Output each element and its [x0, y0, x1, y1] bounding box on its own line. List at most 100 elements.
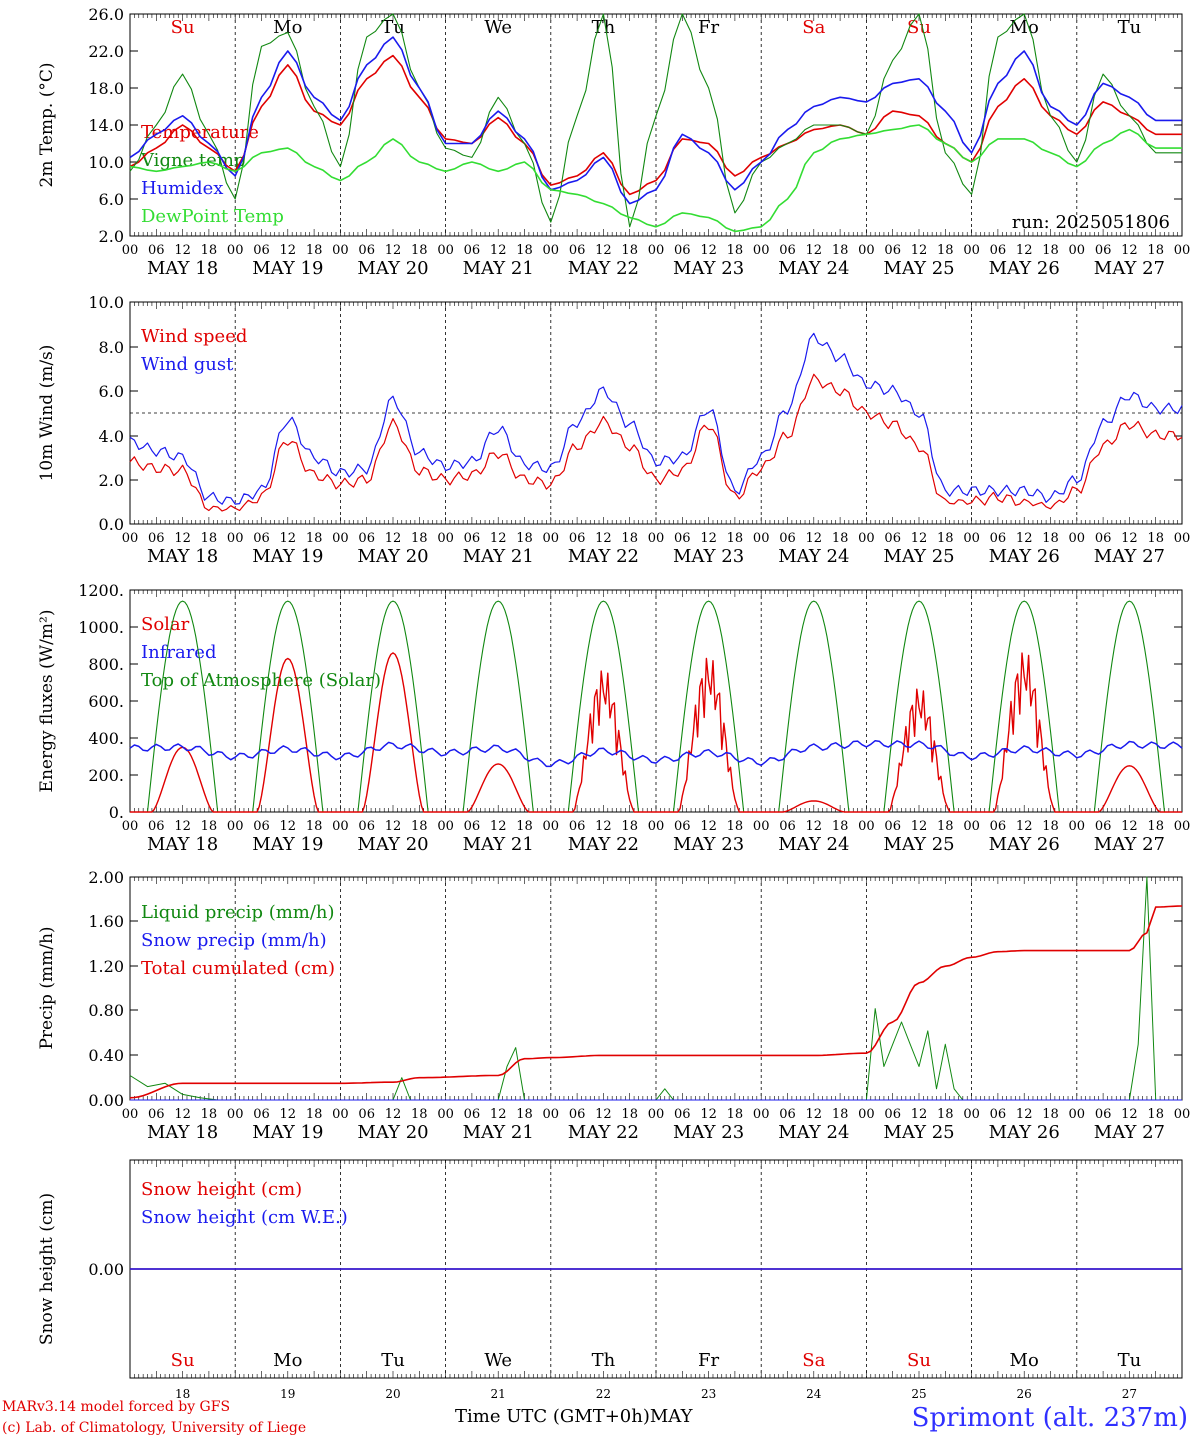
- hour-label: 00: [1174, 243, 1191, 258]
- y-tick-label: 1.20: [88, 957, 124, 976]
- y-axis-label: Energy fluxes (W/m²): [37, 610, 57, 793]
- hour-label: 12: [280, 1107, 297, 1122]
- weekday-label: Tu: [381, 1350, 405, 1371]
- hour-label: 18: [201, 531, 218, 546]
- hour-label: 06: [674, 531, 691, 546]
- hour-label: 12: [595, 819, 612, 834]
- day-number: 25: [911, 1387, 926, 1401]
- hour-label: 00: [332, 243, 349, 258]
- hour-label: 00: [963, 819, 980, 834]
- credit-line-1: MARv3.14 model forced by GFS: [2, 1399, 231, 1415]
- hour-label: 06: [464, 531, 481, 546]
- hour-label: 00: [437, 243, 454, 258]
- hour-label: 00: [858, 531, 875, 546]
- y-tick-label: 600.: [88, 692, 124, 711]
- hour-label: 12: [911, 1107, 928, 1122]
- hour-label: 00: [1174, 1107, 1191, 1122]
- hour-label: 06: [253, 243, 270, 258]
- y-tick-label: 10.0: [88, 153, 124, 172]
- hour-label: 12: [1016, 819, 1033, 834]
- hour-label: 12: [1121, 1107, 1138, 1122]
- hour-label: 00: [227, 531, 244, 546]
- date-label: MAY 22: [568, 834, 639, 855]
- date-label: MAY 25: [883, 258, 954, 279]
- hour-label: 12: [385, 531, 402, 546]
- hour-label: 06: [148, 819, 165, 834]
- y-tick-label: 1000.: [78, 618, 124, 637]
- legend-entry: Wind speed: [141, 326, 247, 347]
- hour-label: 06: [884, 531, 901, 546]
- weekday-label: Mo: [1010, 1350, 1039, 1371]
- hour-label: 00: [332, 531, 349, 546]
- y-axis-label: 2m Temp. (°C): [37, 62, 57, 187]
- hour-label: 18: [1147, 1107, 1164, 1122]
- hour-label: 12: [174, 819, 191, 834]
- hour-label: 12: [700, 1107, 717, 1122]
- date-label: MAY 27: [1094, 1122, 1165, 1143]
- hour-label: 00: [963, 243, 980, 258]
- hour-label: 00: [1069, 819, 1086, 834]
- hour-label: 06: [253, 1107, 270, 1122]
- weekday-label: Sa: [802, 17, 825, 38]
- series-humidex: [129, 36, 1182, 205]
- legend-entry: Solar: [141, 614, 190, 635]
- date-label: MAY 22: [568, 1122, 639, 1143]
- x-axis-month: MAY: [649, 1406, 693, 1427]
- y-tick-label: 26.0: [88, 5, 124, 24]
- y-tick-label: 18.0: [88, 79, 124, 98]
- hour-label: 00: [122, 243, 139, 258]
- hour-label: 12: [911, 531, 928, 546]
- day-number: 24: [806, 1387, 822, 1401]
- hour-label: 18: [727, 1107, 744, 1122]
- hour-label: 06: [358, 531, 375, 546]
- x-axis-title: Time UTC (GMT+0h)MAY: [455, 1406, 692, 1427]
- weekday-label: Su: [907, 1350, 931, 1371]
- hour-label: 00: [437, 1107, 454, 1122]
- date-label: MAY 27: [1094, 258, 1165, 279]
- y-tick-label: 0.80: [88, 1001, 124, 1020]
- hour-label: 18: [306, 1107, 323, 1122]
- series-infrared: [129, 739, 1183, 768]
- weekday-label: Th: [592, 1350, 616, 1371]
- hour-label: 06: [148, 1107, 165, 1122]
- hour-label: 00: [227, 243, 244, 258]
- day-number: 27: [1122, 1387, 1137, 1401]
- hour-label: 18: [516, 819, 533, 834]
- hour-label: 12: [1016, 531, 1033, 546]
- hour-label: 06: [253, 819, 270, 834]
- hour-label: 18: [1042, 243, 1059, 258]
- hour-label: 18: [411, 1107, 428, 1122]
- date-label: MAY 20: [357, 1122, 428, 1143]
- hour-label: 18: [937, 243, 954, 258]
- y-tick-label: 2.0: [99, 471, 124, 490]
- station-name: Sprimont (alt. 237m): [911, 1403, 1188, 1433]
- date-label: MAY 26: [989, 546, 1060, 567]
- hour-label: 18: [201, 1107, 218, 1122]
- day-number: 22: [596, 1387, 611, 1401]
- hour-label: 06: [674, 243, 691, 258]
- date-label: MAY 24: [778, 834, 849, 855]
- hour-label: 00: [648, 819, 665, 834]
- hour-label: 06: [884, 1107, 901, 1122]
- date-label: MAY 24: [778, 258, 849, 279]
- weekday-label: Tu: [1118, 1350, 1142, 1371]
- day-number: 19: [280, 1387, 295, 1401]
- hour-label: 06: [464, 243, 481, 258]
- y-tick-label: 6.0: [99, 190, 124, 209]
- hour-label: 18: [306, 531, 323, 546]
- date-label: MAY 22: [568, 546, 639, 567]
- legend-entry: Temperature: [141, 122, 259, 143]
- hour-label: 18: [832, 243, 849, 258]
- y-axis-label: Snow height (cm): [37, 1193, 57, 1345]
- date-label: MAY 24: [778, 546, 849, 567]
- hour-label: 12: [174, 531, 191, 546]
- date-label: MAY 23: [673, 258, 744, 279]
- hour-label: 06: [990, 1107, 1007, 1122]
- y-tick-label: 1200.: [78, 581, 124, 600]
- date-label: MAY 20: [357, 834, 428, 855]
- series-total-cumulated-cm-: [129, 905, 1183, 1099]
- hour-label: 12: [280, 819, 297, 834]
- y-tick-label: 0.: [109, 803, 124, 822]
- hour-label: 12: [700, 531, 717, 546]
- date-label: MAY 25: [883, 546, 954, 567]
